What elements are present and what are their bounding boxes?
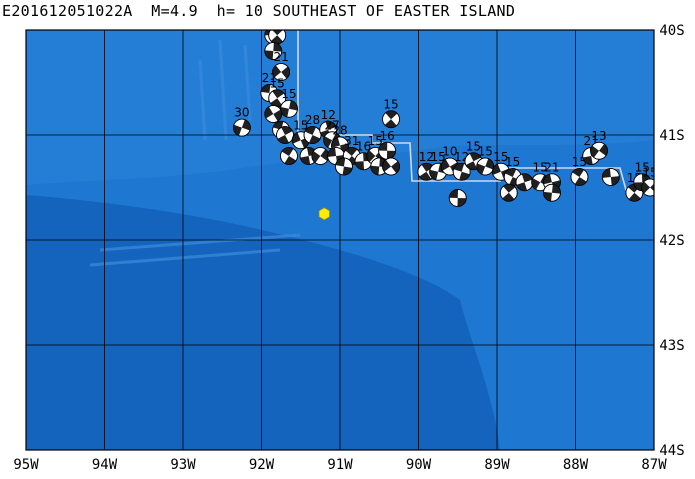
longitude-labels: 95W 94W 93W 92W 91W 90W 89W 88W 87W bbox=[13, 457, 667, 473]
latitude-labels: 40S 41S 42S 43S 44S bbox=[659, 23, 684, 459]
focal-mechanism: 12 bbox=[319, 108, 338, 139]
event-depth-label: 15 bbox=[478, 145, 493, 159]
event-depth-label: 15 bbox=[493, 150, 508, 164]
event-depth-label: 21 bbox=[273, 50, 288, 64]
map-frame bbox=[25, 29, 655, 451]
event-depth-label: 12 bbox=[419, 150, 434, 164]
focal-mechanism bbox=[280, 147, 298, 165]
lon-tick-label: 89W bbox=[484, 457, 510, 473]
lon-tick-label: 88W bbox=[563, 457, 589, 473]
focal-mechanism bbox=[382, 157, 400, 176]
focal-mechanism: 28 bbox=[303, 113, 322, 144]
focal-mechanism bbox=[499, 183, 518, 202]
focal-mechanism: 21 bbox=[272, 50, 291, 81]
focal-mechanism bbox=[311, 147, 330, 165]
lat-tick-label: 40S bbox=[659, 23, 684, 39]
focal-mechanism: 30 bbox=[232, 106, 251, 137]
event-depth-label: 15 bbox=[281, 87, 296, 101]
lon-tick-label: 93W bbox=[170, 457, 196, 473]
epicenter-marker bbox=[318, 207, 330, 221]
focal-mechanism: 15 bbox=[291, 118, 310, 150]
event-depth-label: 28 bbox=[305, 113, 320, 127]
focal-mechanism bbox=[448, 189, 467, 207]
lon-tick-label: 90W bbox=[406, 457, 432, 473]
event-depth-label: 15 bbox=[383, 97, 398, 111]
lat-tick-label: 41S bbox=[659, 128, 684, 144]
focal-mechanism: 15 bbox=[268, 76, 287, 108]
lon-tick-label: 91W bbox=[327, 457, 353, 473]
focal-mechanism bbox=[601, 168, 620, 186]
focal-mechanism: 13 bbox=[590, 129, 608, 160]
event-depth-label: 21 bbox=[544, 160, 559, 174]
fracture-zone-line bbox=[89, 39, 301, 267]
focal-mechanism bbox=[264, 42, 283, 60]
map-title: E201612051022A M=4.9 h= 10 SOUTHEAST OF … bbox=[2, 2, 516, 20]
event-depth-label: 30 bbox=[234, 106, 249, 120]
event-depth-label: 16 bbox=[379, 129, 394, 143]
focal-mechanism: 15 bbox=[382, 97, 400, 129]
focal-mechanism bbox=[515, 173, 534, 192]
event-depth-label: 15 bbox=[368, 134, 383, 148]
focal-mechanism: 15 bbox=[280, 87, 298, 118]
event-depth-label: 12 bbox=[321, 108, 336, 122]
event-depth-label: 15 bbox=[642, 166, 657, 180]
event-depth-label: 10 bbox=[442, 145, 457, 159]
lon-tick-label: 87W bbox=[641, 457, 667, 473]
lat-tick-label: 42S bbox=[659, 233, 684, 249]
lon-tick-label: 94W bbox=[92, 457, 118, 473]
focal-mechanism: 20 bbox=[268, 13, 287, 45]
focal-mechanism bbox=[264, 105, 283, 123]
lat-tick-label: 43S bbox=[659, 338, 684, 354]
event-depth-label: 15 bbox=[293, 118, 308, 132]
focal-mechanism bbox=[335, 157, 353, 176]
focal-mechanism: 15 bbox=[476, 145, 495, 176]
event-depth-label: 15 bbox=[466, 139, 481, 153]
event-depth-label: 15 bbox=[635, 160, 650, 174]
event-depth-label: 13 bbox=[591, 129, 606, 143]
focal-mechanism bbox=[543, 183, 561, 202]
lon-tick-label: 92W bbox=[249, 457, 275, 473]
event-depth-label: 21 bbox=[262, 71, 277, 85]
event-depth-label: 28 bbox=[332, 124, 347, 138]
event-depth-label: 16 bbox=[356, 139, 371, 153]
event-depth-label: 15 bbox=[533, 160, 548, 174]
event-depth-label: 12 bbox=[266, 13, 281, 27]
focal-mechanism: 15 bbox=[641, 166, 657, 197]
event-depth-label: 27 bbox=[325, 118, 340, 132]
graticule bbox=[26, 30, 654, 450]
event-depth-label: 15 bbox=[430, 150, 445, 164]
event-depth-label: 20 bbox=[270, 13, 285, 27]
lat-tick-label: 44S bbox=[659, 443, 684, 459]
focal-mechanism bbox=[276, 126, 294, 144]
plate-boundary bbox=[297, 30, 654, 191]
event-depth-label: 15 bbox=[505, 155, 520, 169]
lon-tick-label: 95W bbox=[13, 457, 39, 473]
event-depth-label: 31 bbox=[344, 134, 359, 148]
event-depth-label: 15 bbox=[270, 76, 285, 90]
